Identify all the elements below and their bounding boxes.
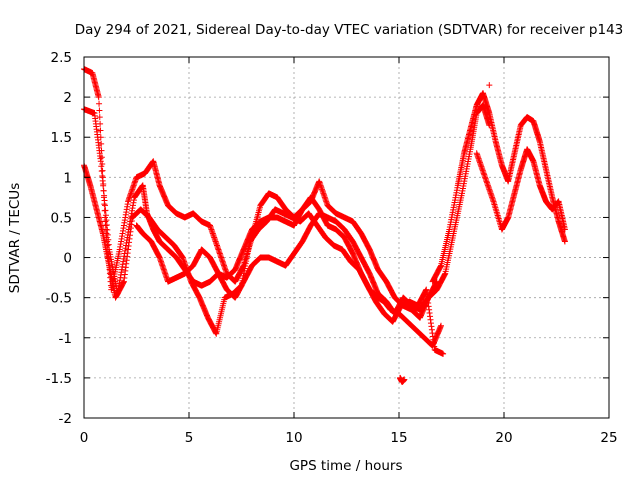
data-point bbox=[95, 94, 102, 101]
data-point bbox=[440, 350, 447, 357]
y-tick-label: 0.5 bbox=[51, 210, 72, 226]
x-tick-label: 5 bbox=[185, 430, 194, 446]
data-point bbox=[98, 147, 105, 154]
data-point bbox=[100, 187, 107, 194]
data-point bbox=[438, 322, 444, 329]
y-tick-label: 2 bbox=[63, 90, 72, 106]
y-tick-label: -0.5 bbox=[46, 291, 72, 307]
data-point bbox=[98, 140, 105, 147]
series-track-5 bbox=[429, 90, 568, 285]
data-point bbox=[561, 238, 568, 245]
x-tick-label: 10 bbox=[285, 430, 302, 446]
data-point bbox=[486, 82, 493, 89]
data-point bbox=[99, 174, 106, 181]
x-axis-label: GPS time / hours bbox=[289, 458, 402, 474]
data-point bbox=[97, 134, 104, 141]
y-tick-label: 1.5 bbox=[51, 130, 72, 146]
series-track-4 bbox=[133, 102, 493, 317]
data-point bbox=[98, 154, 105, 161]
grid bbox=[84, 57, 609, 418]
data-point bbox=[101, 201, 108, 208]
data-point bbox=[561, 226, 568, 233]
series-track-6 bbox=[473, 146, 568, 233]
data-point bbox=[97, 127, 104, 134]
chart-title: Day 294 of 2021, Sidereal Day-to-day VTE… bbox=[75, 22, 624, 38]
y-tick-label: 2.5 bbox=[51, 50, 72, 66]
y-tick-label: 0 bbox=[63, 251, 72, 267]
x-tick-label: 20 bbox=[495, 430, 512, 446]
series-track-8 bbox=[486, 82, 493, 89]
data-point bbox=[99, 167, 106, 174]
y-axis-label: SDTVAR / TECUs bbox=[7, 183, 23, 293]
data-point bbox=[97, 120, 104, 127]
data-point bbox=[96, 107, 103, 114]
x-tick-label: 15 bbox=[390, 430, 407, 446]
data-point bbox=[401, 376, 408, 383]
y-tick-label: -1 bbox=[59, 331, 72, 347]
data-points bbox=[81, 66, 568, 385]
plot-frame bbox=[83, 56, 610, 419]
y-tick-label: -2 bbox=[59, 411, 72, 427]
series-track-7 bbox=[397, 374, 408, 385]
y-tick-label: 1 bbox=[63, 170, 72, 186]
x-tick-labels: 0 5 10 15 20 25 bbox=[80, 430, 618, 446]
x-tick-label: 25 bbox=[600, 430, 617, 446]
y-tick-labels: -2 -1.5 -1 -0.5 0 0.5 1 1.5 2 2.5 bbox=[46, 50, 72, 427]
data-point bbox=[101, 207, 108, 214]
data-point bbox=[100, 181, 107, 188]
data-point bbox=[99, 160, 106, 167]
data-point bbox=[96, 100, 103, 107]
y-tick-label: -1.5 bbox=[46, 371, 72, 387]
data-point bbox=[100, 194, 107, 201]
axis-ticks bbox=[83, 56, 610, 419]
x-tick-label: 0 bbox=[80, 430, 89, 446]
data-point bbox=[96, 114, 103, 121]
